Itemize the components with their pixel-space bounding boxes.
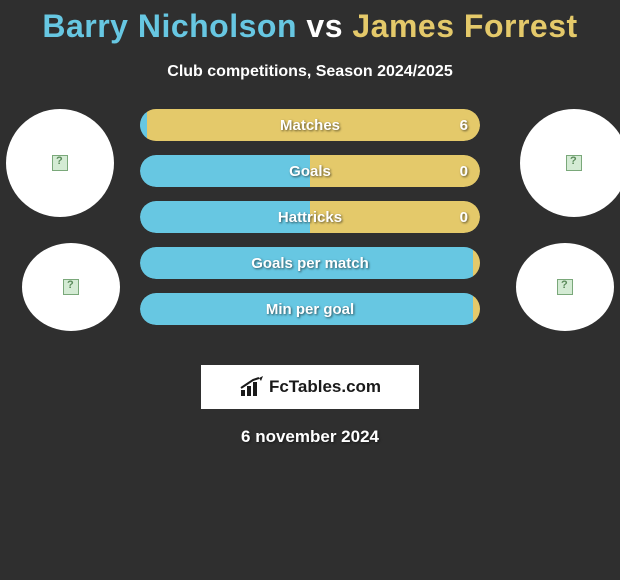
brand-box: FcTables.com [201, 365, 419, 409]
player1-club-avatar [22, 243, 120, 331]
main-area: Matches6Goals0Hattricks0Goals per matchM… [0, 109, 620, 359]
player2-avatar [520, 109, 620, 217]
date-text: 6 november 2024 [0, 427, 620, 447]
stat-bars: Matches6Goals0Hattricks0Goals per matchM… [140, 109, 480, 325]
stat-bar: Goals per match [140, 247, 480, 279]
broken-image-icon [557, 279, 573, 295]
stat-bar-label: Min per goal [140, 293, 480, 325]
player1-name: Barry Nicholson [42, 8, 297, 44]
stat-bar: Goals0 [140, 155, 480, 187]
stat-bar-right-value: 0 [460, 155, 468, 187]
brand-chart-icon [239, 376, 265, 398]
stat-bar: Hattricks0 [140, 201, 480, 233]
player1-avatar [6, 109, 114, 217]
comparison-card: Barry Nicholson vs James Forrest Club co… [0, 0, 620, 580]
broken-image-icon [566, 155, 582, 171]
stat-bar-right-value: 6 [460, 109, 468, 141]
page-title: Barry Nicholson vs James Forrest [0, 8, 620, 45]
stat-bar-label: Goals per match [140, 247, 480, 279]
player2-name: James Forrest [352, 8, 577, 44]
subtitle: Club competitions, Season 2024/2025 [0, 63, 620, 81]
stat-bar-right-value: 0 [460, 201, 468, 233]
vs-text: vs [306, 8, 343, 44]
stat-bar-label: Matches [140, 109, 480, 141]
player2-club-avatar [516, 243, 614, 331]
stat-bar-label: Goals [140, 155, 480, 187]
stat-bar-label: Hattricks [140, 201, 480, 233]
stat-bar: Matches6 [140, 109, 480, 141]
broken-image-icon [63, 279, 79, 295]
broken-image-icon [52, 155, 68, 171]
brand-text: FcTables.com [269, 377, 381, 397]
stat-bar: Min per goal [140, 293, 480, 325]
